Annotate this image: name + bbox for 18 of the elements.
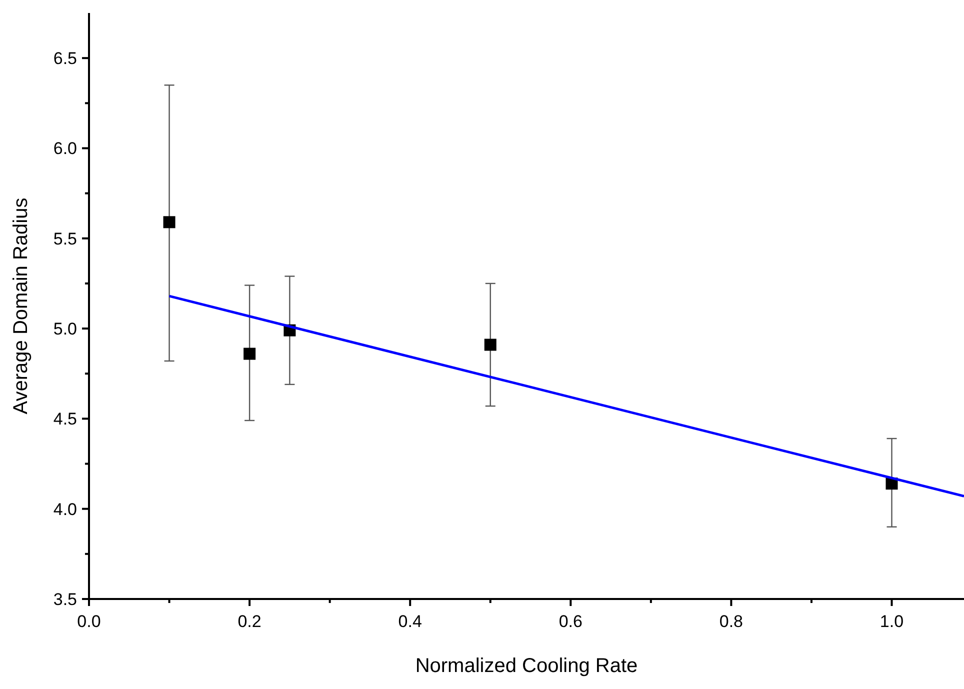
x-tick-label: 1.0 — [880, 612, 904, 631]
y-tick-label: 5.0 — [53, 319, 77, 338]
x-axis-title: Normalized Cooling Rate — [415, 655, 638, 677]
y-tick-label: 4.5 — [53, 410, 77, 429]
point — [163, 216, 176, 228]
y-tick-label: 5.5 — [53, 229, 77, 248]
point — [484, 338, 496, 351]
x-tick-label: 0.6 — [558, 612, 582, 631]
y-tick-label: 6.5 — [53, 49, 77, 68]
x-tick-label: 0.4 — [398, 612, 422, 631]
y-tick-label: 4.0 — [53, 500, 77, 519]
y-tick-label: 3.5 — [53, 590, 77, 609]
x-tick-label: 0.8 — [719, 612, 744, 631]
y-tick-label: 6.0 — [53, 139, 77, 158]
x-tick-label: 0.2 — [238, 612, 262, 631]
point — [244, 348, 256, 360]
y-axis-title: Average Domain Radius — [10, 198, 32, 414]
x-tick-label: 0.0 — [77, 612, 101, 631]
